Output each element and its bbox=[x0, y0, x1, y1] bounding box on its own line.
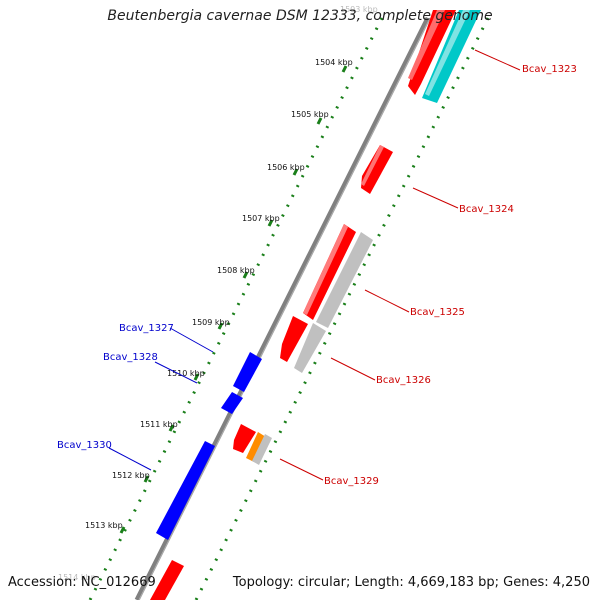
genome-backbone-highlight bbox=[138, 17, 431, 600]
tick-label-1505: 1505 kbp bbox=[291, 110, 329, 119]
tick-label-1503: 1503 kbp bbox=[340, 5, 378, 14]
gene-bcav-1325-highlight bbox=[303, 224, 348, 315]
leader-bcav-1323 bbox=[474, 49, 521, 71]
tick-label-1512: 1512 kbp bbox=[112, 471, 150, 480]
label-bcav-1324[interactable]: Bcav_1324 bbox=[459, 204, 514, 215]
gene-bcav-1325-pseudo[interactable] bbox=[316, 232, 373, 328]
gene-bcav-1323[interactable] bbox=[408, 10, 456, 95]
leader-bcav-1327 bbox=[169, 327, 214, 353]
label-bcav-1328[interactable]: Bcav_1328 bbox=[103, 352, 158, 363]
gene-bcav-1326-pseudo[interactable] bbox=[294, 323, 326, 373]
leader-bcav-1325 bbox=[364, 289, 410, 313]
gene-bcav-1328[interactable] bbox=[221, 392, 243, 414]
tick-mark bbox=[242, 271, 249, 279]
tick-label-1506: 1506 kbp bbox=[267, 163, 305, 172]
tick-mark bbox=[143, 475, 150, 483]
label-bcav-1323[interactable]: Bcav_1323 bbox=[522, 64, 577, 75]
tick-label-1507: 1507 kbp bbox=[242, 214, 280, 223]
gene-bcav-1325[interactable] bbox=[303, 224, 356, 320]
tick-label-1511: 1511 kbp bbox=[140, 420, 178, 429]
gene-bcav-1329[interactable] bbox=[233, 424, 256, 453]
tick-mark bbox=[292, 168, 299, 176]
gene-bottom-forward[interactable] bbox=[150, 560, 184, 600]
gene-bcav-1324[interactable] bbox=[361, 145, 393, 194]
label-bcav-1326[interactable]: Bcav_1326 bbox=[376, 375, 431, 386]
tick-mark bbox=[119, 526, 126, 534]
gene-cyan-strip-highlight bbox=[425, 10, 470, 96]
tick-mark bbox=[193, 373, 200, 381]
label-bcav-1325[interactable]: Bcav_1325 bbox=[410, 307, 465, 318]
tick-mark bbox=[341, 65, 348, 73]
tick-mark bbox=[267, 219, 274, 227]
leader-bcav-1326 bbox=[330, 357, 376, 381]
label-bcav-1329[interactable]: Bcav_1329 bbox=[324, 476, 379, 487]
label-bcav-1330[interactable]: Bcav_1330 bbox=[57, 440, 112, 451]
leader-bcav-1328 bbox=[154, 361, 198, 384]
leader-bcav-1330 bbox=[108, 447, 152, 471]
tick-mark bbox=[316, 117, 323, 125]
tick-label-1509: 1509 kbp bbox=[192, 318, 230, 327]
tick-label-1514: 1514 kbp bbox=[58, 573, 96, 582]
inner-dotted-ruler bbox=[88, 17, 384, 600]
accession-text: Accession: NC_012669 bbox=[8, 575, 156, 590]
tick-label-1510: 1510 kbp bbox=[167, 369, 205, 378]
tick-label-1504: 1504 kbp bbox=[315, 58, 353, 67]
label-bcav-1327[interactable]: Bcav_1327 bbox=[119, 323, 174, 334]
gene-cyan-strip[interactable] bbox=[422, 10, 481, 103]
gene-bcav-1329-orange[interactable] bbox=[246, 432, 266, 462]
tick-label-1513: 1513 kbp bbox=[85, 521, 123, 530]
genome-summary-text: Topology: circular; Length: 4,669,183 bp… bbox=[232, 575, 590, 590]
gene-bcav-1324-highlight bbox=[361, 145, 384, 186]
tick-mark bbox=[168, 424, 175, 432]
tick-mark bbox=[217, 322, 224, 330]
tick-label-1508: 1508 kbp bbox=[217, 266, 255, 275]
gene-bcav-1327[interactable] bbox=[233, 352, 262, 392]
gene-bcav-1330[interactable] bbox=[156, 441, 215, 540]
ruler-ticks bbox=[119, 65, 348, 534]
gene-bcav-1326[interactable] bbox=[280, 316, 308, 362]
map-title: Beutenbergia cavernae DSM 12333, complet… bbox=[107, 8, 493, 24]
leader-bcav-1324 bbox=[412, 187, 459, 209]
leader-bcav-1329 bbox=[279, 458, 324, 481]
gene-bcav-1329-grey[interactable] bbox=[252, 434, 272, 465]
gene-bcav-1323-highlight bbox=[408, 10, 445, 80]
